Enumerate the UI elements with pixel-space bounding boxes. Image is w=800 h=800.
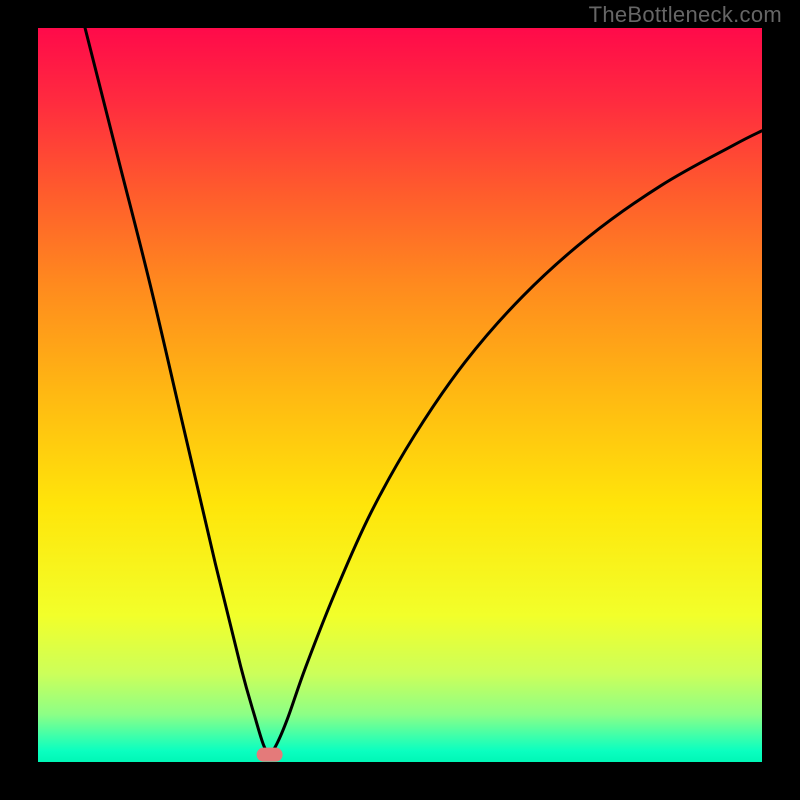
watermark-text: TheBottleneck.com	[589, 2, 782, 28]
cusp-marker	[256, 747, 283, 762]
chart-container: TheBottleneck.com	[0, 0, 800, 800]
v-curve	[38, 28, 762, 762]
plot-area	[38, 28, 762, 762]
